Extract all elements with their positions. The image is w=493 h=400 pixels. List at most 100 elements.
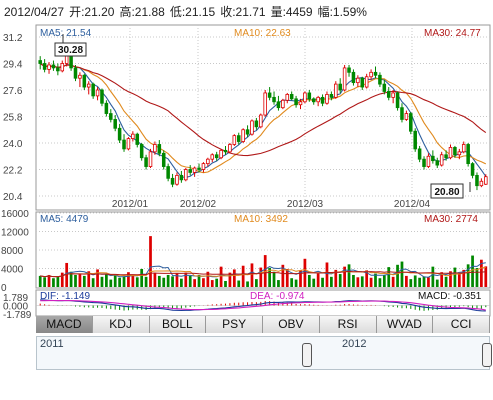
candle-body (166, 166, 170, 179)
candle-body (179, 174, 184, 181)
volume-y-tick-label: 0 (1, 283, 7, 294)
indicator-tab-psy[interactable]: PSY (206, 316, 263, 333)
candle-body (289, 94, 294, 100)
volume-bar (352, 274, 355, 287)
volume-bar (435, 279, 439, 287)
candle-body (479, 180, 484, 187)
time-navigator[interactable] (36, 336, 490, 370)
volume-bar (228, 272, 232, 287)
volume-bar (241, 265, 245, 287)
volume-bar (171, 276, 174, 287)
volume-ma30-label: MA30: 2774 (424, 214, 478, 225)
indicator-tab-macd[interactable]: MACD (36, 316, 93, 333)
candle-body (391, 92, 395, 98)
volume-y-tick-label: 4000 (1, 265, 24, 276)
macd-y-tick-label: 1.789 (3, 293, 28, 304)
candle-body (82, 74, 87, 88)
macd-dea-label: DEA: -0.974 (250, 291, 305, 302)
volume-bar (52, 278, 55, 287)
candle-body (439, 154, 444, 166)
volume-bar (480, 259, 483, 287)
candle-body (42, 63, 47, 70)
volume-bar (409, 279, 413, 287)
navigator-left-handle[interactable] (302, 343, 312, 367)
volume-bar (281, 264, 285, 287)
volume-bar (65, 262, 69, 287)
quote-volume: 量:4459 (270, 5, 313, 19)
candle-body (435, 160, 440, 166)
volume-bar (131, 275, 135, 287)
volume-bar (378, 278, 382, 287)
candle-body (144, 157, 148, 167)
volume-bar (193, 279, 196, 287)
candle-body (95, 89, 100, 97)
volume-y-tick-label: 12000 (1, 228, 29, 239)
candle-body (175, 174, 179, 185)
volume-bar (82, 275, 86, 287)
high-price-marker: 30.28 (54, 34, 87, 57)
volume-bar (78, 273, 82, 287)
macd-dif-label: DIF: -1.149 (40, 291, 90, 302)
price-ma30-line (39, 63, 487, 157)
candle-body (250, 120, 254, 135)
candle-body (192, 167, 197, 173)
candle-body (56, 67, 60, 72)
volume-bar (294, 279, 298, 287)
indicator-tab-wvad[interactable]: WVAD (376, 316, 434, 333)
volume-bar (299, 270, 302, 287)
candle-body (307, 92, 312, 100)
volume-bar (484, 266, 488, 287)
quote-low: 低:21.15 (169, 5, 216, 19)
volume-bar (87, 271, 91, 287)
volume-bar (427, 277, 430, 287)
volume-bar (175, 273, 179, 287)
candle-body (254, 120, 259, 128)
candle-body (139, 144, 144, 159)
volume-bar (38, 275, 42, 287)
volume-bar (224, 280, 227, 287)
candle-body (364, 76, 369, 88)
volume-bar (268, 268, 271, 287)
volume-bar (197, 274, 201, 287)
volume-bar (444, 276, 448, 287)
candle-body (47, 64, 51, 70)
candle-body (303, 92, 307, 103)
volume-bar (215, 278, 219, 287)
candle-body (470, 163, 475, 176)
volume-bar (400, 261, 404, 287)
indicator-tab-rsi[interactable]: RSI (319, 316, 377, 333)
indicator-tab-kdj[interactable]: KDJ (92, 316, 150, 333)
volume-bar (153, 272, 157, 287)
candle-body (325, 94, 329, 104)
volume-bar (157, 275, 161, 287)
volume-bar (118, 277, 121, 287)
price-ma5-label: MA5: 21.54 (40, 28, 92, 39)
candle-body (78, 74, 82, 79)
quote-high: 高:21.88 (119, 5, 165, 19)
quote-date: 2012/04/27 (4, 5, 65, 19)
volume-bar (475, 268, 479, 287)
candle-body (259, 114, 263, 128)
volume-bar (272, 271, 276, 287)
candle-body (356, 77, 360, 84)
candle-body (241, 129, 245, 142)
candle-body (135, 133, 140, 145)
indicator-tab-boll[interactable]: BOLL (149, 316, 207, 333)
price-x-tick-label: 2012/02 (180, 199, 217, 210)
candle-body (272, 96, 276, 103)
candle-body (236, 135, 241, 142)
candlestick-series[interactable] (38, 50, 488, 191)
volume-bar (184, 272, 188, 287)
macd-y-tick-label: 0.000 (3, 302, 28, 313)
volume-bar (277, 280, 280, 287)
navigator-right-handle[interactable] (482, 343, 492, 367)
candle-body (461, 144, 466, 153)
volume-y-axis: 16000 12000 8000 4000 0 (1, 209, 29, 294)
candle-body (117, 127, 122, 141)
macd-lines (40, 299, 486, 312)
indicator-tab-obv[interactable]: OBV (263, 316, 320, 333)
indicator-tab-cci[interactable]: CCI (433, 316, 490, 333)
volume-bar-series[interactable] (38, 236, 488, 287)
